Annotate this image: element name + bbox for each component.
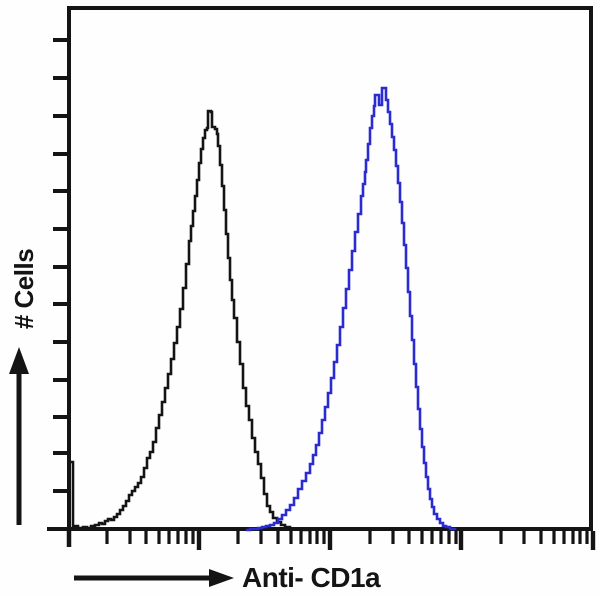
y-axis-label: # Cells bbox=[9, 249, 39, 329]
plot-layer bbox=[47, 6, 596, 550]
x-axis-label: Anti- CD1a bbox=[242, 562, 381, 593]
blue-histogram-curve bbox=[246, 86, 457, 532]
plot-border bbox=[67, 6, 593, 531]
x-axis-arrow bbox=[74, 569, 234, 587]
x-axis-arrow-head-icon bbox=[209, 569, 234, 587]
y-axis-arrow bbox=[9, 347, 29, 525]
black-histogram-curve bbox=[67, 109, 310, 532]
y-axis-arrow-head-icon bbox=[9, 347, 29, 374]
